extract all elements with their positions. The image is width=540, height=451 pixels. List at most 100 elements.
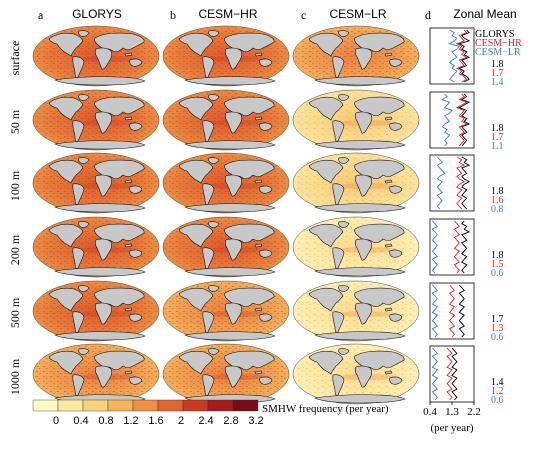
colorbar-tick-label: 3.2 — [248, 415, 263, 427]
global-mean-cesm-hr: 1.5 — [491, 259, 504, 270]
zonal-panel-500m: 1.71.30.6 — [429, 282, 504, 343]
column-title-glorys: GLORYS — [72, 7, 122, 21]
row-label-surface: surface — [8, 41, 22, 76]
row-label-1000m: 1000 m — [8, 358, 22, 395]
global-mean-glorys: 1.8 — [491, 123, 504, 134]
colorbar-segment — [57, 399, 84, 412]
colorbar-tick-label: 2.4 — [198, 415, 213, 427]
zonal-line-cesm-hr — [455, 29, 468, 83]
zonal-panel-100m: 1.81.60.8 — [429, 154, 504, 215]
panel-letter-a: a — [38, 8, 44, 22]
colorbar-segment — [107, 399, 134, 412]
map-cesm-hr-1000m — [162, 343, 290, 405]
zonal-panel-frame — [429, 91, 475, 149]
global-mean-cesm-lr: 0.6 — [491, 395, 504, 406]
zonal-line-cesm-lr — [441, 93, 453, 147]
global-mean-cesm-hr: 1.7 — [491, 132, 504, 143]
zonal-xlabel: (per year) — [430, 422, 473, 434]
zonal-line-glorys — [451, 347, 458, 401]
zonal-tick-label: 0.4 — [423, 406, 437, 418]
map-cesm-lr-surface — [292, 25, 420, 87]
zonal-line-cesm-lr — [448, 29, 461, 83]
row-label-200m: 200 m — [8, 234, 22, 265]
colorbar-segment — [132, 399, 159, 412]
zonal-line-cesm-hr — [446, 347, 453, 401]
global-mean-cesm-hr: 1.2 — [491, 386, 504, 397]
column-title-zonal-mean: Zonal Mean — [453, 7, 516, 21]
map-cesm-hr-surface — [162, 25, 290, 87]
colorbar-tick-label: 2 — [178, 415, 184, 427]
zonal-line-cesm-lr — [431, 220, 439, 274]
global-mean-glorys: 1.8 — [491, 186, 504, 197]
zonal-line-glorys — [461, 220, 471, 274]
label-layer: a b c d GLORYS CESM−HR CESM−LR Zonal Mea… — [8, 7, 517, 395]
colorbar-segment — [232, 399, 259, 412]
colorbar-tick-label: 1.6 — [148, 415, 163, 427]
zonal-line-cesm-lr — [436, 156, 446, 210]
colorbar-tick-label: 1.2 — [123, 415, 138, 427]
column-title-cesm-hr: CESM−HR — [198, 7, 257, 21]
zonal-line-cesm-hr — [448, 284, 456, 338]
global-mean-cesm-hr: 1.6 — [491, 195, 504, 206]
zonal-line-cesm-hr — [456, 156, 466, 210]
panel-letter-b: b — [170, 8, 176, 22]
row-label-50m: 50 m — [8, 109, 22, 134]
map-cesm-hr-50m — [162, 89, 290, 151]
map-cesm-hr-500m — [162, 280, 290, 342]
global-mean-cesm-lr: 0.6 — [491, 268, 504, 279]
zonal-mean-panels: 1.81.71.41.81.71.11.81.60.81.81.50.61.71… — [423, 27, 522, 434]
colorbar-tick-label: 0.8 — [98, 415, 113, 427]
zonal-line-cesm-hr — [455, 93, 468, 147]
column-title-cesm-lr: CESM−LR — [329, 7, 386, 21]
zonal-panel-frame — [429, 282, 475, 340]
colorbar-tick-label: 0.4 — [73, 415, 88, 427]
zonal-panel-surface: 1.81.71.4 — [429, 27, 504, 88]
colorbar-segment — [207, 399, 234, 412]
colorbar-segment — [82, 399, 109, 412]
global-mean-cesm-hr: 1.3 — [491, 323, 504, 334]
map-cesm-hr-200m — [162, 216, 290, 278]
global-mean-cesm-lr: 1.1 — [491, 141, 504, 152]
map-cesm-lr-500m — [292, 280, 420, 342]
zonal-line-cesm-lr — [431, 284, 439, 338]
map-glorys-surface — [32, 25, 160, 87]
legend-entry-cesm-hr: CESM−HR — [475, 38, 522, 49]
legend-entry-cesm-lr: CESM−LR — [475, 47, 521, 58]
global-mean-glorys: 1.4 — [491, 377, 504, 388]
colorbar-segment — [32, 399, 59, 412]
row-label-500m: 500 m — [8, 297, 22, 328]
global-mean-cesm-lr: 1.4 — [491, 77, 504, 88]
zonal-panel-frame — [429, 218, 475, 276]
map-cesm-lr-50m — [292, 89, 420, 151]
zonal-line-glorys — [458, 284, 465, 338]
colorbar-segment — [157, 399, 184, 412]
zonal-line-glorys — [461, 156, 471, 210]
zonal-line-glorys — [458, 29, 471, 83]
map-cesm-hr-100m — [162, 152, 290, 214]
map-cesm-lr-1000m — [292, 343, 420, 405]
global-mean-cesm-lr: 0.6 — [491, 332, 504, 343]
row-label-100m: 100 m — [8, 170, 22, 201]
legend-entry-glorys: GLORYS — [475, 29, 514, 40]
global-mean-glorys: 1.8 — [491, 59, 504, 70]
map-glorys-50m — [32, 89, 160, 151]
map-glorys-1000m — [32, 343, 160, 405]
map-grid — [32, 25, 420, 405]
global-mean-cesm-lr: 0.8 — [491, 204, 504, 215]
zonal-panel-50m: 1.81.71.1 — [429, 91, 504, 152]
colorbar-tick-label: 0 — [53, 415, 59, 427]
zonal-panel-200m: 1.81.50.6 — [429, 218, 504, 279]
zonal-tick-label: 2.2 — [467, 406, 481, 418]
colorbar-segment — [182, 399, 209, 412]
map-cesm-lr-100m — [292, 152, 420, 214]
zonal-panel-frame — [429, 345, 475, 403]
zonal-panel-1000m: 1.41.20.6 — [429, 345, 504, 406]
zonal-line-glorys — [458, 93, 471, 147]
colorbar-label: SMHW frequency (per year) — [262, 403, 389, 415]
zonal-line-cesm-lr — [431, 347, 439, 401]
colorbar-tick-label: 2.8 — [223, 415, 238, 427]
zonal-line-cesm-hr — [453, 220, 461, 274]
panel-letter-d: d — [425, 8, 431, 22]
global-mean-glorys: 1.7 — [491, 314, 504, 325]
